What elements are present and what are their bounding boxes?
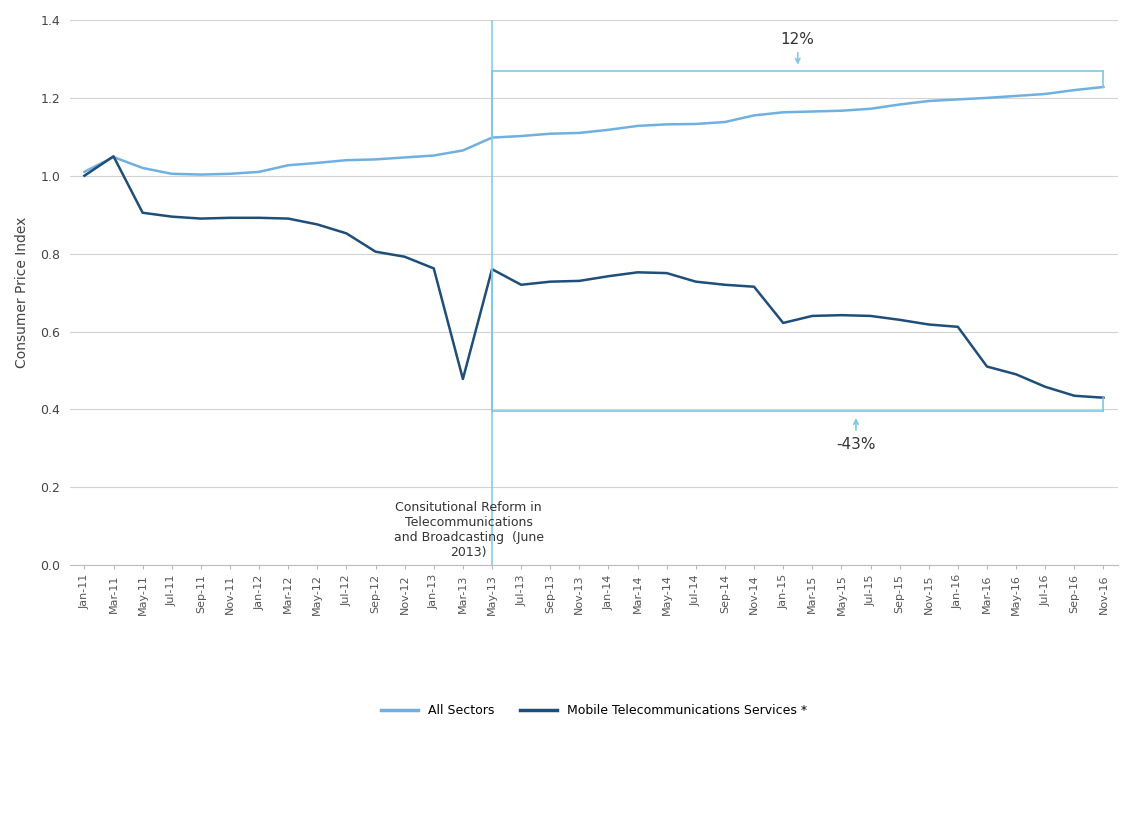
All Sectors [485,133,499,143]
All Sectors [194,170,207,180]
Mobile Telecommunications Services * [136,208,150,218]
Mobile Telecommunications Services * [1097,392,1110,402]
Legend: All Sectors, Mobile Telecommunications Services *: All Sectors, Mobile Telecommunications S… [376,699,812,722]
Mobile Telecommunications Services * [1010,369,1023,379]
Mobile Telecommunications Services * [281,213,295,223]
Mobile Telecommunications Services * [718,280,732,290]
All Sectors [165,169,179,179]
Mobile Telecommunications Services * [253,213,266,222]
Mobile Telecommunications Services * [223,213,237,222]
All Sectors [776,108,790,117]
All Sectors [863,103,877,113]
Mobile Telecommunications Services * [572,276,586,286]
All Sectors [1097,82,1110,92]
All Sectors [689,119,702,129]
Mobile Telecommunications Services * [398,252,411,262]
All Sectors [310,158,324,167]
Mobile Telecommunications Services * [544,277,557,287]
All Sectors [223,169,237,179]
All Sectors [457,145,470,155]
All Sectors [544,129,557,139]
All Sectors [427,150,441,160]
All Sectors [398,153,411,163]
Mobile Telecommunications Services * [107,151,120,161]
All Sectors [806,107,819,117]
Line: Mobile Telecommunications Services *: Mobile Telecommunications Services * [84,156,1104,397]
Mobile Telecommunications Services * [689,277,702,287]
Text: 12%: 12% [781,32,815,48]
Mobile Telecommunications Services * [602,271,615,281]
All Sectors [1039,89,1053,99]
All Sectors [922,96,936,106]
Mobile Telecommunications Services * [485,264,499,274]
Mobile Telecommunications Services * [922,319,936,329]
All Sectors [77,167,91,177]
Y-axis label: Consumer Price Index: Consumer Price Index [15,217,29,369]
Mobile Telecommunications Services * [863,311,877,321]
Line: All Sectors: All Sectors [84,87,1104,175]
Mobile Telecommunications Services * [776,318,790,328]
Mobile Telecommunications Services * [980,361,994,371]
Mobile Telecommunications Services * [427,264,441,273]
Mobile Telecommunications Services * [1067,391,1081,401]
All Sectors [107,152,120,162]
Mobile Telecommunications Services * [806,311,819,321]
Mobile Telecommunications Services * [1039,382,1053,392]
Mobile Telecommunications Services * [835,310,849,320]
All Sectors [572,128,586,138]
All Sectors [602,125,615,135]
All Sectors [951,94,964,104]
All Sectors [1010,91,1023,101]
Mobile Telecommunications Services * [368,247,382,257]
All Sectors [281,160,295,170]
Mobile Telecommunications Services * [310,219,324,229]
All Sectors [136,163,150,173]
Mobile Telecommunications Services * [748,282,761,291]
All Sectors [748,111,761,121]
All Sectors [340,155,353,165]
All Sectors [514,131,528,141]
All Sectors [980,93,994,103]
Mobile Telecommunications Services * [340,228,353,238]
Text: Consitutional Reform in
Telecommunications
and Broadcasting  (June
2013): Consitutional Reform in Telecommunicatio… [394,501,544,559]
Mobile Telecommunications Services * [951,322,964,332]
All Sectors [253,167,266,177]
All Sectors [718,117,732,127]
All Sectors [631,121,645,131]
All Sectors [1067,85,1081,95]
All Sectors [659,119,673,129]
Mobile Telecommunications Services * [165,212,179,222]
All Sectors [835,106,849,116]
Mobile Telecommunications Services * [893,315,906,325]
Mobile Telecommunications Services * [659,268,673,278]
All Sectors [893,99,906,109]
Mobile Telecommunications Services * [77,171,91,181]
Mobile Telecommunications Services * [631,268,645,277]
Text: -43%: -43% [836,437,876,452]
All Sectors [368,154,382,164]
Mobile Telecommunications Services * [194,213,207,223]
Mobile Telecommunications Services * [514,280,528,290]
Mobile Telecommunications Services * [457,374,470,384]
